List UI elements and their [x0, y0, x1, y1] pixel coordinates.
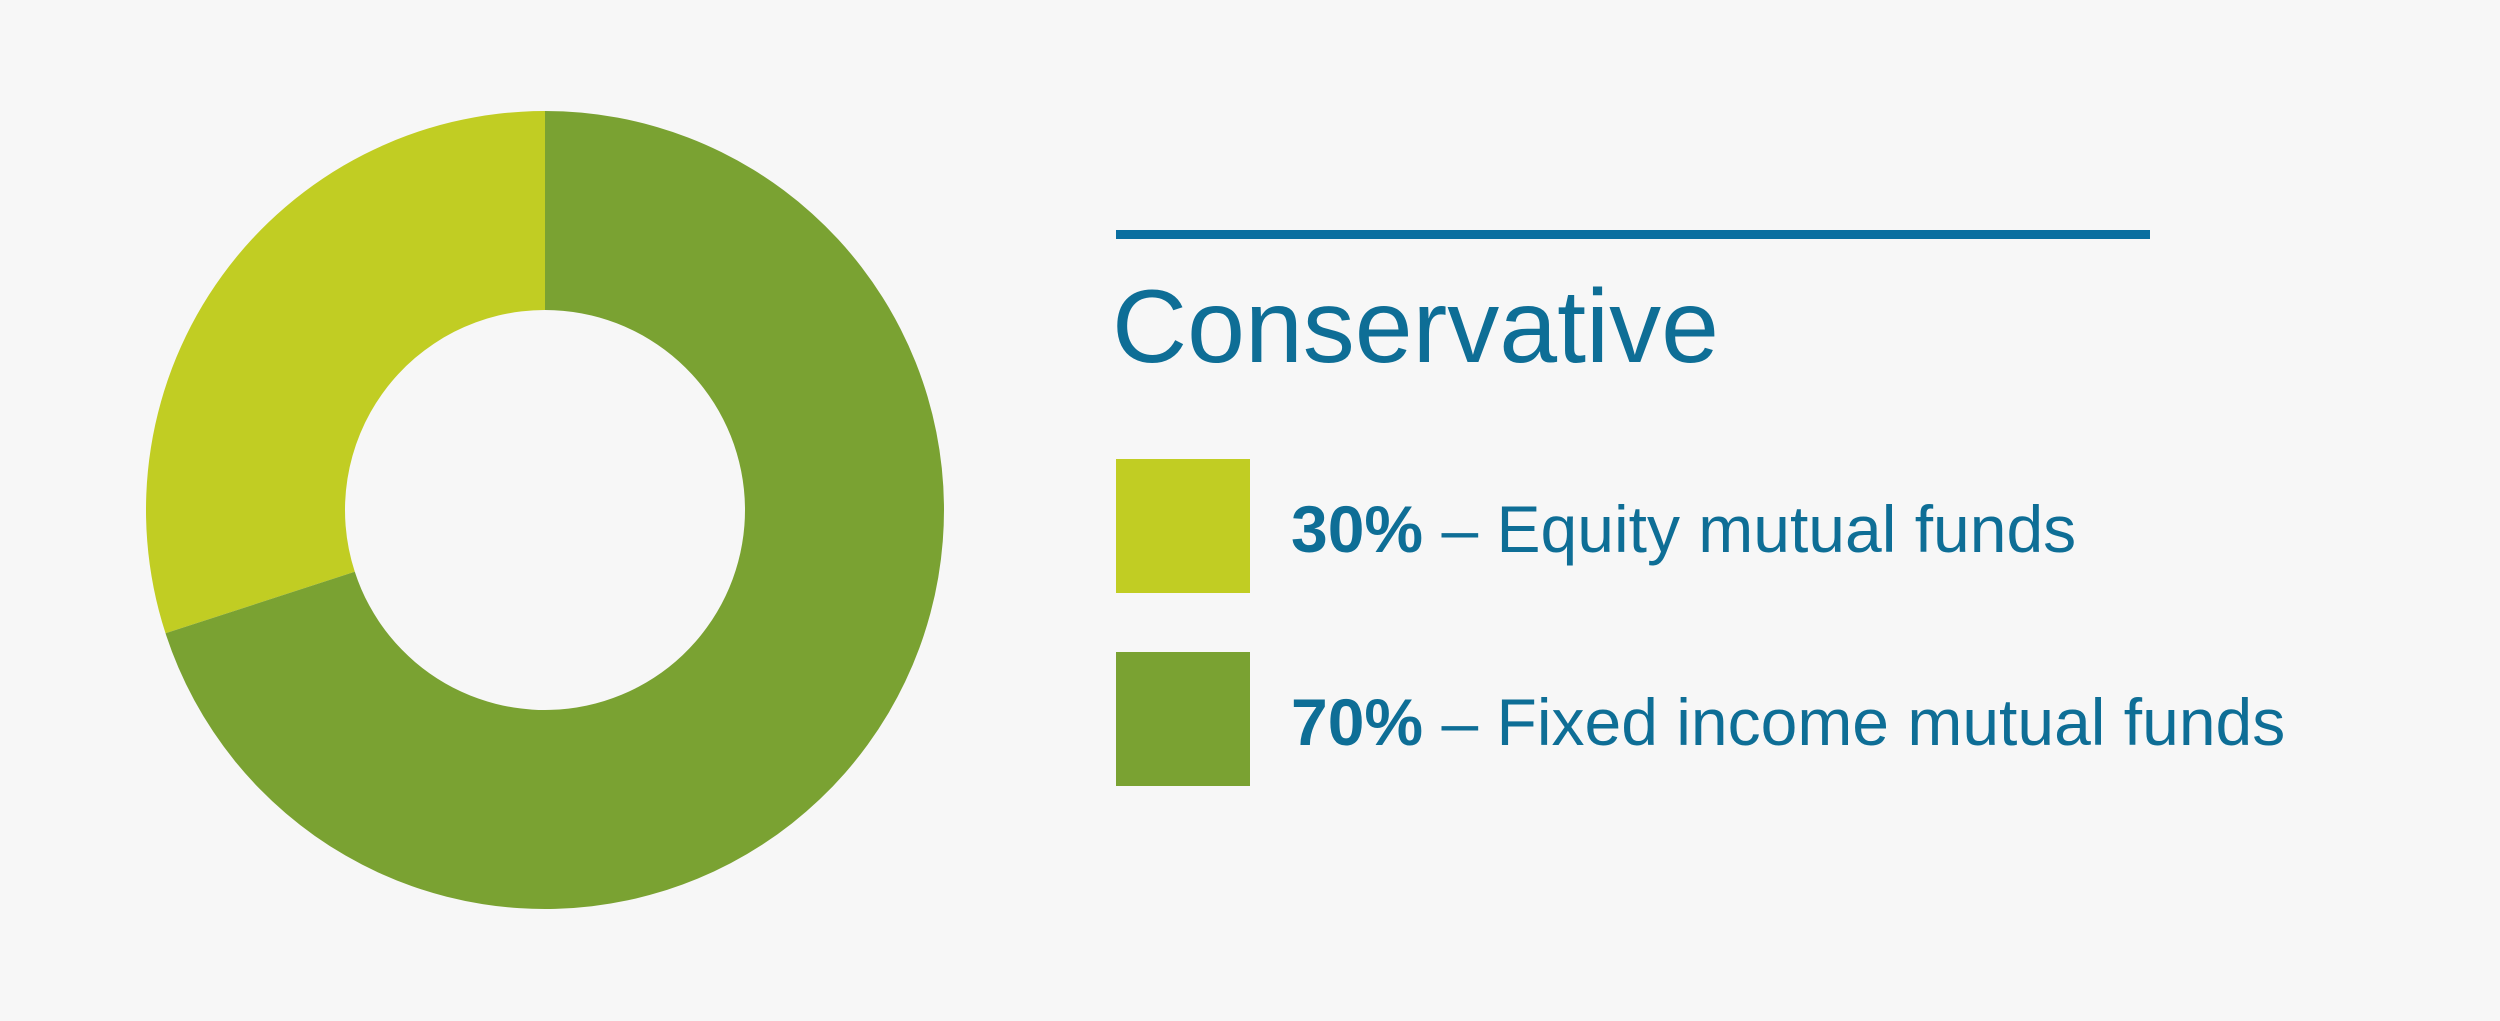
legend-swatch [1116, 652, 1250, 786]
legend-label: Equity mutual funds [1497, 492, 2077, 566]
legend-separator: – [1441, 685, 1478, 759]
legend-separator: – [1441, 492, 1478, 566]
pie-slice [146, 111, 545, 634]
legend-label: Fixed income mutual funds [1497, 685, 2286, 759]
pie-slice [165, 111, 944, 909]
legend-entry: 70% – Fixed income mutual funds [1291, 685, 2285, 759]
legend-swatch [1116, 459, 1250, 593]
title-rule [1116, 230, 2150, 239]
legend-value: 70% [1291, 685, 1423, 759]
legend-entry: 30% – Equity mutual funds [1291, 492, 2076, 566]
chart-title: Conservative [1112, 269, 1719, 385]
legend-value: 30% [1291, 492, 1423, 566]
